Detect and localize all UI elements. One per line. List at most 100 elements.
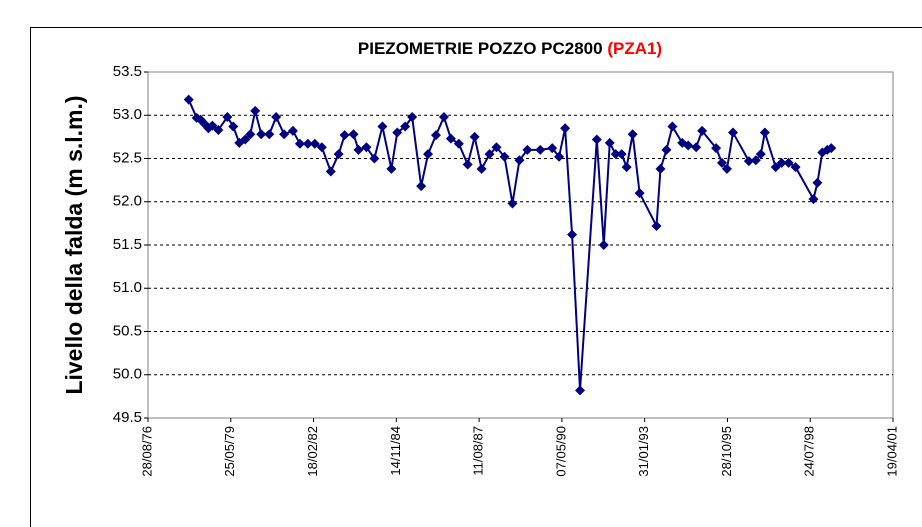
data-point — [407, 111, 418, 122]
data-point — [667, 121, 678, 132]
data-point — [661, 144, 672, 155]
title-highlight: (PZA1) — [607, 39, 662, 58]
chart-title: PIEZOMETRIE POZZO PC2800 (PZA1) — [358, 39, 662, 58]
x-tick-label: 31/01/93 — [636, 426, 651, 477]
y-tick-label: 51.5 — [113, 236, 142, 253]
data-point — [245, 129, 256, 140]
data-point — [348, 129, 359, 140]
data-point — [812, 177, 823, 188]
data-point — [790, 162, 801, 173]
data-point — [400, 121, 411, 132]
data-point — [721, 163, 732, 174]
data-point — [264, 129, 275, 140]
data-point — [256, 129, 267, 140]
data-point — [476, 163, 487, 174]
data-point — [279, 129, 290, 140]
x-tick-label: 14/11/84 — [388, 426, 403, 476]
data-point — [369, 153, 380, 164]
data-point — [750, 155, 761, 166]
data-point — [522, 144, 533, 155]
y-tick-label: 53.5 — [113, 63, 142, 80]
x-tick-label: 18/02/82 — [305, 426, 320, 477]
y-tick-label: 52.0 — [113, 193, 142, 210]
data-point — [316, 142, 327, 153]
data-point — [783, 157, 794, 168]
data-point — [453, 138, 464, 149]
data-point — [339, 130, 350, 141]
data-point — [309, 138, 320, 149]
data-point — [591, 134, 602, 145]
x-tick-label: 24/07/98 — [802, 426, 817, 477]
data-point — [333, 149, 344, 160]
title-main: PIEZOMETRIE POZZO PC2800 — [358, 39, 603, 58]
data-point — [213, 124, 224, 135]
data-point — [535, 144, 546, 155]
data-point — [423, 149, 434, 160]
data-point — [499, 151, 510, 162]
data-point — [547, 143, 558, 154]
data-point — [514, 155, 525, 166]
y-tick-label: 50.5 — [113, 322, 142, 339]
y-tick-label: 50.0 — [113, 366, 142, 383]
data-point — [250, 105, 261, 116]
data-point — [776, 157, 787, 168]
y-tick-label: 51.0 — [113, 279, 142, 296]
data-point — [575, 385, 586, 396]
data-point — [438, 111, 449, 122]
data-point — [808, 194, 819, 205]
data-point — [616, 149, 627, 160]
data-point — [759, 127, 770, 138]
data-point — [353, 144, 364, 155]
series-line — [187, 99, 832, 391]
y-tick-label: 52.5 — [113, 149, 142, 166]
data-point — [491, 142, 502, 153]
x-tick-label: 28/08/76 — [139, 426, 154, 477]
data-point — [627, 129, 638, 140]
y-tick-label: 49.5 — [113, 409, 142, 426]
data-point — [655, 163, 666, 174]
data-point — [683, 140, 694, 151]
data-point — [386, 163, 397, 174]
data-point — [621, 162, 632, 173]
x-tick-label: 19/04/01 — [884, 426, 899, 477]
data-point — [711, 143, 722, 154]
data-point — [604, 137, 615, 148]
data-point — [445, 133, 456, 144]
data-point — [598, 240, 609, 250]
data-point — [507, 198, 518, 209]
x-tick-label: 11/08/87 — [471, 426, 486, 476]
data-point — [302, 138, 313, 149]
data-point — [222, 111, 233, 122]
data-point — [207, 120, 218, 131]
data-point — [183, 94, 194, 105]
data-point — [240, 134, 251, 145]
data-point — [430, 130, 441, 141]
data-point — [651, 220, 662, 231]
data-point — [325, 166, 336, 177]
x-tick-label: 25/05/79 — [222, 426, 237, 477]
data-point — [287, 125, 298, 136]
data-point — [469, 131, 480, 142]
data-point — [484, 149, 495, 160]
data-point — [716, 157, 727, 168]
data-point — [377, 121, 388, 132]
data-point — [392, 127, 403, 138]
data-point — [691, 142, 702, 153]
data-point — [228, 121, 239, 132]
y-tick-label: 53.0 — [113, 106, 142, 123]
data-point — [416, 181, 427, 192]
data-point — [361, 142, 372, 153]
data-point — [743, 156, 754, 167]
data-point — [727, 127, 738, 138]
data-point — [560, 123, 571, 134]
x-tick-label: 07/05/90 — [553, 426, 568, 477]
data-point — [697, 125, 708, 136]
data-point — [755, 149, 766, 160]
data-point — [567, 229, 578, 240]
data-point — [770, 162, 781, 173]
data-point — [554, 151, 565, 162]
data-point — [203, 123, 214, 134]
data-point — [634, 188, 645, 199]
data-point — [271, 111, 282, 122]
